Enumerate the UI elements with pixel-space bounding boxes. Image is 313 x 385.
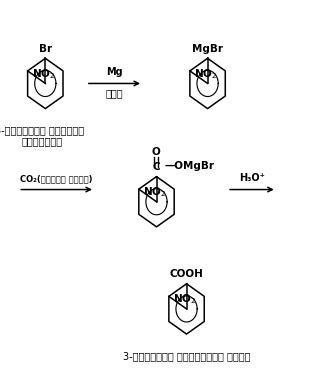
Text: C: C [152, 162, 160, 172]
Text: MgBr: MgBr [192, 44, 223, 54]
Text: NO$_2$: NO$_2$ [194, 67, 218, 81]
Text: CO₂(शुष्क बर्फ): CO₂(शुष्क बर्फ) [20, 175, 93, 184]
Text: NO$_2$: NO$_2$ [173, 293, 197, 306]
Text: 3-नाइट्रो ब्रोमो: 3-नाइट्रो ब्रोमो [0, 125, 84, 135]
Text: COOH: COOH [170, 270, 203, 280]
Text: H₃O⁺: H₃O⁺ [239, 173, 265, 183]
Text: NO$_2$: NO$_2$ [143, 185, 167, 199]
Text: बेन्जीन: बेन्जीन [22, 136, 63, 146]
Text: Mg: Mg [106, 67, 123, 77]
Text: 3-नाइट्रो बेन्जोइक अम्ल: 3-नाइट्रो बेन्जोइक अम्ल [123, 351, 250, 361]
Text: —OMgBr: —OMgBr [164, 161, 214, 171]
Text: Br: Br [39, 44, 52, 54]
Text: O: O [151, 147, 160, 157]
Text: ईथर: ईथर [105, 88, 123, 98]
Text: NO$_2$: NO$_2$ [32, 67, 56, 81]
